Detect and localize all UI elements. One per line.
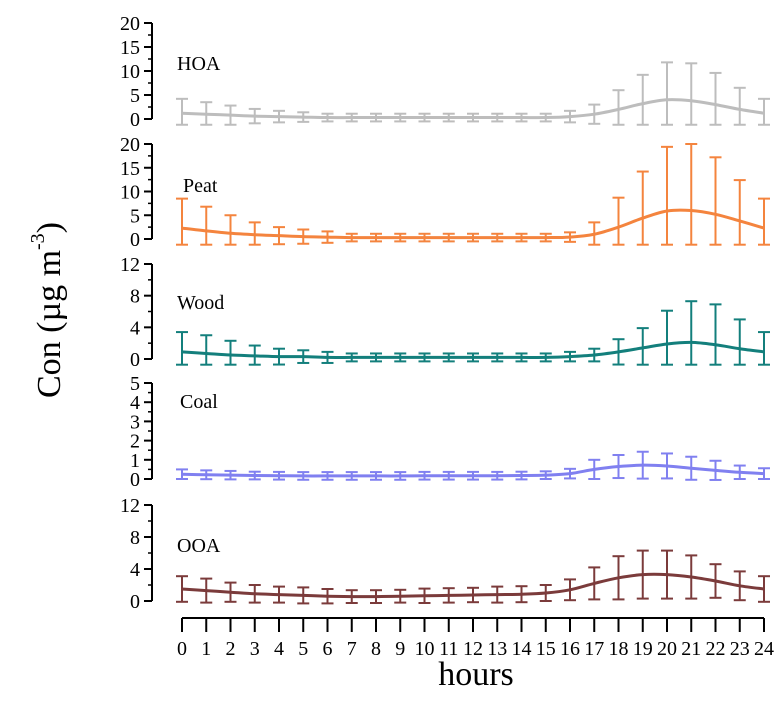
x-tick-label: 0 xyxy=(177,638,187,660)
x-tick-label: 9 xyxy=(395,638,405,660)
series-line-ooa xyxy=(181,572,765,599)
x-tick-label: 5 xyxy=(298,638,308,660)
y-tick-label: 15 xyxy=(120,37,140,59)
y-tick-label: 4 xyxy=(130,559,140,581)
x-tick-label: 11 xyxy=(439,638,458,660)
y-tick-label: 15 xyxy=(120,158,140,180)
y-tick-label: 12 xyxy=(120,495,140,517)
panel-label: Coal xyxy=(180,391,218,413)
y-tick-label: 0 xyxy=(130,469,140,491)
x-tick-label: 2 xyxy=(226,638,236,660)
x-tick-label: 18 xyxy=(609,638,629,660)
x-tick-label: 13 xyxy=(487,638,507,660)
y-tick-label: 5 xyxy=(130,205,140,227)
panel-label: Peat xyxy=(183,175,218,197)
panel-ooa: 0 4 8 12 OOA xyxy=(120,495,770,613)
y-tick-label: 0 xyxy=(130,109,140,131)
y-tick-label: 2 xyxy=(130,431,140,453)
x-tick-label: 21 xyxy=(681,638,701,660)
y-tick-label: 4 xyxy=(130,317,140,339)
series-line-wood xyxy=(181,340,765,359)
panels-layer: 05101520HOA05101520Peat04812Wood012345Co… xyxy=(120,13,770,613)
y-tick-label: 5 xyxy=(130,373,140,395)
y-tick-label: 0 xyxy=(130,349,140,371)
x-tick-label: 1 xyxy=(201,638,211,660)
y-axis-title: Con (µg m-3) xyxy=(27,222,68,398)
panel-label: Wood xyxy=(177,292,224,314)
series-line-hoa xyxy=(181,98,765,120)
y-tick-label: 10 xyxy=(120,182,140,204)
y-tick-label: 20 xyxy=(120,13,140,35)
panel-wood: 0 4 8 12 Wood xyxy=(120,254,770,371)
y-tick-label: 0 xyxy=(130,591,140,613)
x-tick-label: 19 xyxy=(633,638,653,660)
series-line-peat xyxy=(181,208,765,240)
y-axis-title-exponent: -3 xyxy=(27,233,49,250)
x-tick-label: 22 xyxy=(706,638,726,660)
y-tick-label: 12 xyxy=(120,254,140,276)
x-tick-label: 6 xyxy=(323,638,333,660)
x-tick-label: 4 xyxy=(274,638,284,660)
x-tick-label: 12 xyxy=(463,638,483,660)
y-tick-label: 8 xyxy=(130,527,140,549)
series-line-coal xyxy=(181,463,765,478)
y-tick-label: 4 xyxy=(130,392,140,414)
x-axis-title: hours xyxy=(438,656,514,693)
x-tick-label: 7 xyxy=(347,638,357,660)
panel-label: OOA xyxy=(177,535,221,557)
x-tick-label: 3 xyxy=(250,638,260,660)
x-tick-label: 23 xyxy=(730,638,750,660)
x-tick-label: 17 xyxy=(584,638,604,660)
y-tick-label: 8 xyxy=(130,286,140,308)
y-tick-label: 1 xyxy=(130,450,140,472)
panel-label: HOA xyxy=(177,53,221,75)
x-tick-label: 20 xyxy=(657,638,677,660)
y-tick-label: 5 xyxy=(130,85,140,107)
x-axis: 0 1 2 3 4 5 6 7 8 9 10 11 12 13 14 15 16 17 18 19 20 21 22 23 24 xyxy=(177,617,774,660)
y-axis-title-close: ) xyxy=(31,222,68,233)
x-tick-label: 16 xyxy=(560,638,580,660)
y-tick-label: 20 xyxy=(120,134,140,156)
y-tick-label: 3 xyxy=(130,411,140,433)
y-tick-label: 10 xyxy=(120,61,140,83)
x-tick-label: 24 xyxy=(754,638,774,660)
y-axis-title-main: Con (µg m xyxy=(31,250,68,398)
x-tick-label: 8 xyxy=(371,638,381,660)
x-tick-label: 15 xyxy=(536,638,556,660)
x-tick-label: 14 xyxy=(512,638,532,660)
x-tick-label: 10 xyxy=(415,638,435,660)
y-tick-label: 0 xyxy=(130,229,140,251)
